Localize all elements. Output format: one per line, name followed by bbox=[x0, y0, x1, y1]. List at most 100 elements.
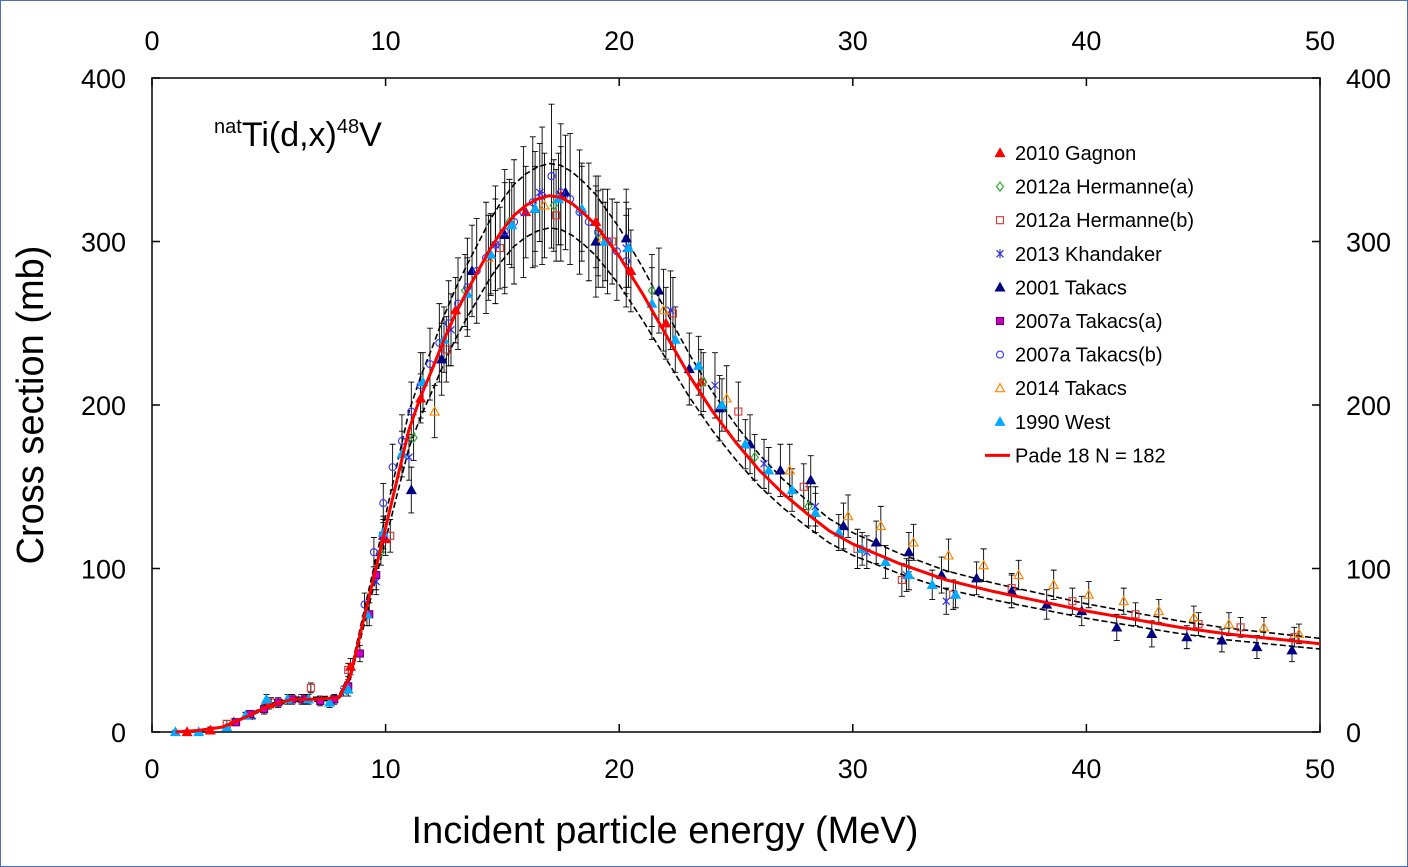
error-bar bbox=[455, 257, 462, 350]
x-tick-label-top: 40 bbox=[1071, 26, 1101, 56]
error-bar bbox=[1195, 612, 1202, 636]
data-point bbox=[711, 380, 719, 390]
title-sup: 48 bbox=[337, 116, 359, 138]
data-point bbox=[1216, 634, 1228, 645]
error-bar bbox=[945, 538, 952, 573]
band-lower bbox=[175, 227, 1321, 733]
data-point bbox=[660, 317, 672, 328]
legend: 2010 Gagnon 2012a Hermanne(a) 2012a Herman… bbox=[985, 143, 1194, 467]
y-axis-label: Cross section (mb) bbox=[10, 246, 52, 565]
chart-title: natTi(d,x)48V bbox=[214, 116, 382, 154]
error-bar bbox=[660, 268, 667, 352]
legend-label: 2007a Takacs(b) bbox=[1015, 345, 1163, 367]
data-point bbox=[721, 392, 733, 403]
legend-label: 2013 Khandaker bbox=[1015, 244, 1162, 266]
data-point bbox=[875, 520, 887, 531]
title-suffix: V bbox=[359, 116, 382, 154]
error-bar bbox=[497, 206, 504, 290]
data-point bbox=[842, 510, 854, 521]
error-bar bbox=[567, 133, 574, 265]
y-tick-label-left: 200 bbox=[81, 391, 126, 421]
data-point bbox=[784, 464, 796, 475]
error-bar bbox=[1120, 587, 1127, 615]
data-point bbox=[774, 464, 786, 475]
data-point bbox=[647, 285, 657, 297]
x-tick-label-bottom: 50 bbox=[1305, 754, 1335, 784]
error-bar bbox=[599, 188, 606, 288]
error-bar bbox=[539, 126, 546, 265]
data-point bbox=[658, 304, 670, 315]
data-point bbox=[1258, 621, 1270, 632]
data-point bbox=[809, 507, 821, 518]
data-point bbox=[760, 459, 768, 469]
data-point bbox=[549, 200, 559, 212]
data-point bbox=[623, 242, 635, 253]
data-point bbox=[837, 520, 849, 531]
data-point bbox=[520, 206, 532, 217]
data-point bbox=[950, 588, 962, 599]
data-point bbox=[1111, 621, 1123, 632]
y-tick-label-right: 100 bbox=[1346, 555, 1391, 585]
data-point bbox=[716, 399, 728, 410]
data-point bbox=[908, 536, 920, 547]
error-bar bbox=[426, 327, 433, 401]
y-tick-label-left: 0 bbox=[111, 718, 126, 748]
x-tick-label-top: 20 bbox=[604, 26, 634, 56]
data-point bbox=[699, 376, 708, 388]
data-point bbox=[1286, 644, 1298, 655]
data-point bbox=[942, 596, 951, 606]
data-point bbox=[693, 360, 705, 370]
legend-marker bbox=[995, 350, 1005, 359]
data-point bbox=[897, 575, 906, 584]
data-point bbox=[1118, 595, 1130, 606]
data-point bbox=[943, 549, 955, 560]
error-bar bbox=[854, 528, 861, 569]
data-point bbox=[306, 683, 315, 692]
legend-marker bbox=[994, 382, 1006, 393]
data-point bbox=[879, 556, 892, 567]
data-point bbox=[1293, 628, 1305, 639]
error-bar bbox=[1132, 602, 1139, 627]
data-point bbox=[666, 305, 675, 315]
data-point bbox=[1251, 641, 1263, 652]
data-point bbox=[369, 548, 378, 557]
x-tick-label-bottom: 10 bbox=[371, 754, 401, 784]
legend-label-fit: Pade 18 N = 182 bbox=[1015, 445, 1166, 467]
legend-marker bbox=[995, 216, 1005, 225]
legend-marker bbox=[996, 249, 1004, 259]
error-bar bbox=[585, 162, 592, 282]
data-point bbox=[1153, 605, 1165, 616]
data-point bbox=[1181, 631, 1193, 642]
y-tick-label-right: 200 bbox=[1346, 391, 1391, 421]
x-tick-label-bottom: 0 bbox=[144, 754, 159, 784]
error-bar bbox=[548, 103, 555, 249]
error-bar bbox=[431, 384, 438, 439]
legend-marker bbox=[995, 316, 1005, 326]
data-point bbox=[409, 432, 418, 444]
data-point bbox=[763, 464, 775, 475]
data-point bbox=[734, 407, 743, 416]
error-bar bbox=[609, 198, 616, 285]
data-point bbox=[799, 482, 808, 491]
data-point bbox=[653, 284, 665, 295]
data-point bbox=[1223, 618, 1235, 629]
data-point bbox=[260, 693, 272, 704]
x-tick-label-bottom: 20 bbox=[604, 754, 634, 784]
legend-marker bbox=[994, 147, 1006, 158]
data-point bbox=[1131, 610, 1140, 619]
data-point bbox=[436, 353, 448, 364]
legend-label: 2010 Gagnon bbox=[1015, 143, 1136, 165]
data-point bbox=[978, 559, 990, 570]
x-tick-label-bottom: 30 bbox=[838, 754, 868, 784]
fit-line bbox=[175, 194, 1321, 734]
data-point bbox=[388, 463, 397, 472]
data-point bbox=[506, 219, 518, 230]
legend-marker bbox=[994, 281, 1006, 292]
data-point bbox=[1068, 597, 1077, 606]
band-upper bbox=[175, 162, 1321, 733]
y-tick-label-left: 300 bbox=[81, 228, 126, 258]
data-point bbox=[342, 683, 354, 694]
data-point bbox=[669, 333, 681, 344]
data-point bbox=[324, 696, 336, 707]
